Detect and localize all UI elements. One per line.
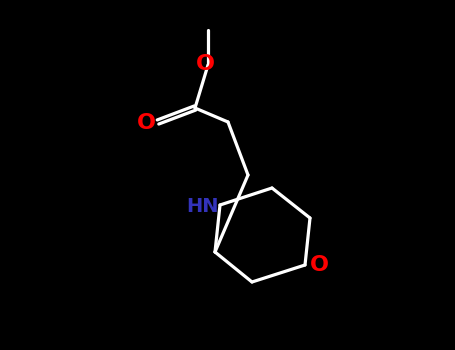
Text: HN: HN (186, 197, 218, 217)
Text: O: O (309, 255, 329, 275)
Text: O: O (136, 113, 156, 133)
Text: O: O (196, 54, 214, 74)
